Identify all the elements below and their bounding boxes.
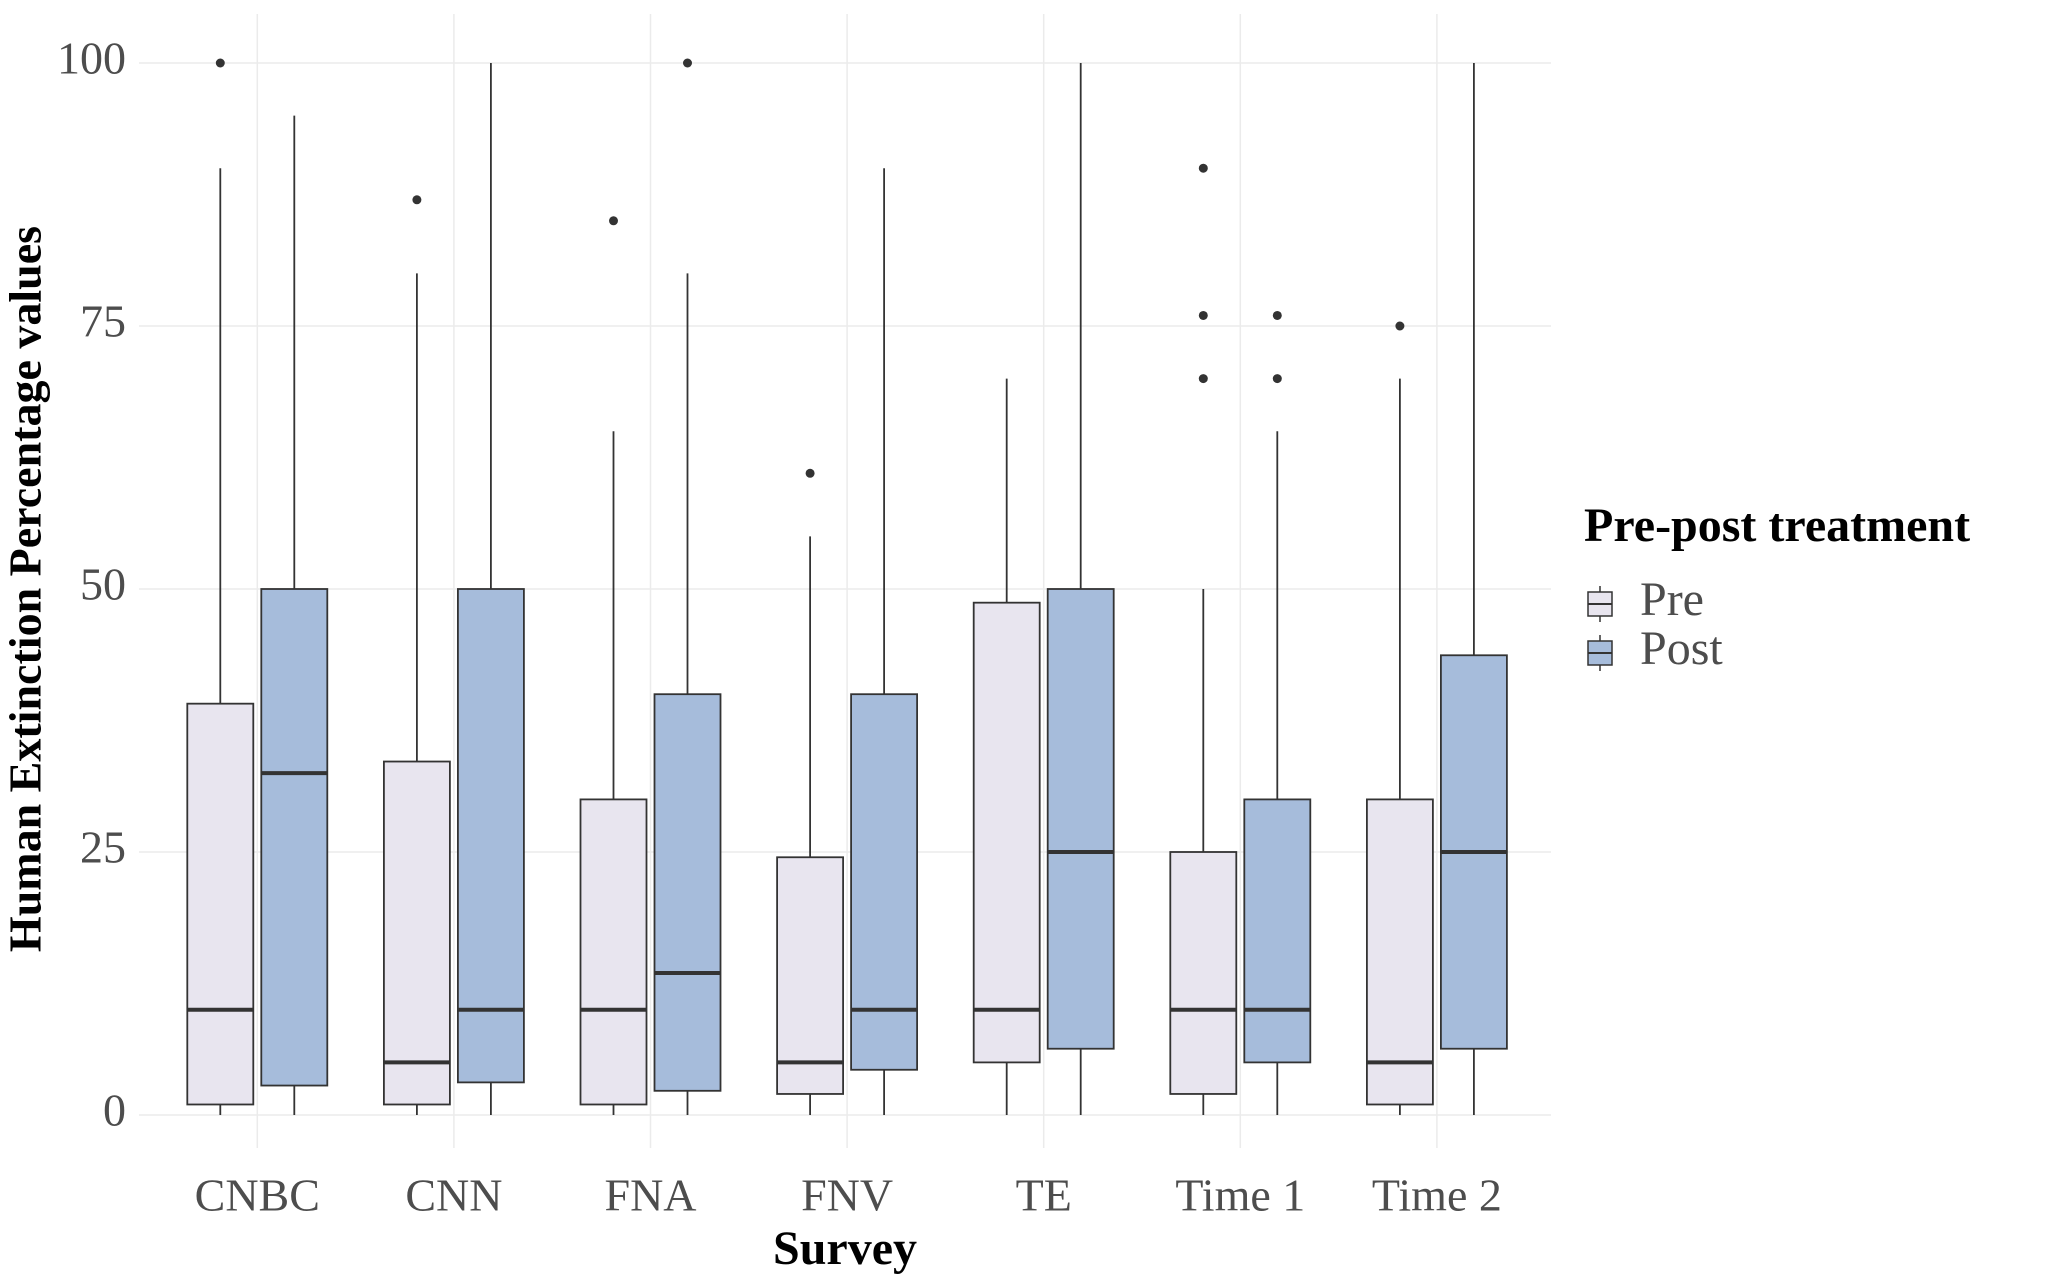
x-tick-label: CNN (405, 1170, 502, 1221)
x-tick-label: FNV (801, 1170, 893, 1221)
box (186, 702, 255, 1106)
y-tick-label: 25 (80, 822, 126, 873)
x-tick-label: TE (1016, 1170, 1072, 1221)
x-axis-title: Survey (773, 1222, 917, 1275)
x-tick-label: CNBC (195, 1170, 320, 1221)
box (850, 693, 918, 1071)
x-tick-label: Time 1 (1175, 1170, 1305, 1221)
box (260, 588, 329, 1087)
legend-title: Pre-post treatment (1584, 499, 1970, 552)
outlier (1198, 374, 1208, 384)
box (1243, 798, 1312, 1064)
outlier (683, 58, 692, 68)
y-tick-label: 0 (103, 1085, 126, 1136)
x-tick-label: Time 2 (1372, 1170, 1502, 1221)
outlier (215, 58, 225, 68)
legend-label: Pre (1640, 573, 1704, 626)
box (1046, 588, 1115, 1050)
x-tick-label: FNA (604, 1170, 696, 1221)
y-axis-title: Human Extinction Percentage values (0, 226, 51, 952)
outlier (609, 216, 618, 226)
outlier (412, 195, 422, 205)
legend-label: Post (1640, 622, 1723, 675)
y-tick-label: 50 (80, 559, 126, 610)
outlier (1272, 374, 1282, 384)
box (972, 601, 1041, 1064)
box (1366, 798, 1434, 1106)
y-tick-label: 75 (80, 296, 126, 347)
box (653, 693, 722, 1092)
box (776, 856, 844, 1095)
box (382, 760, 451, 1106)
outlier (1198, 163, 1208, 173)
box (456, 588, 525, 1084)
outlier (1198, 310, 1208, 320)
outlier (1272, 310, 1282, 320)
box (1169, 851, 1238, 1095)
outlier (805, 468, 815, 478)
y-tick-label: 100 (57, 33, 126, 84)
outlier (1395, 321, 1405, 331)
box (579, 798, 648, 1106)
